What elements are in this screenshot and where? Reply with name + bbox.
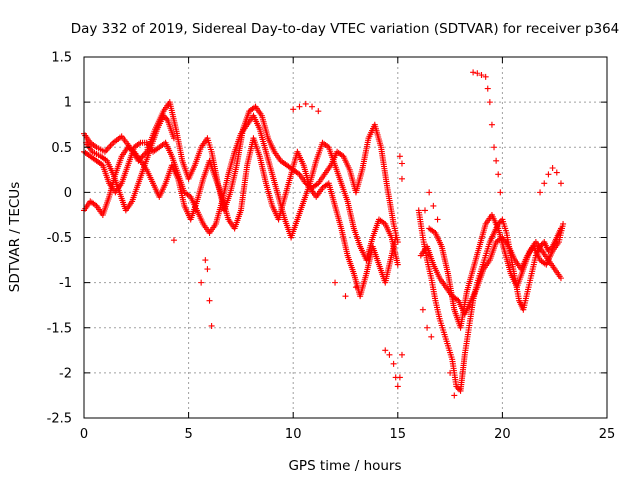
data-point bbox=[430, 202, 437, 209]
ticks-layer: 0 5 10 15 20 25 -2.5 -2 -1.5 -1 -0.5 0 0.5 1 1.5 bbox=[47, 51, 616, 443]
data-point bbox=[549, 165, 556, 172]
data-point bbox=[394, 383, 401, 390]
data-point bbox=[342, 293, 349, 300]
x-tick-label: 10 bbox=[285, 427, 302, 442]
data-point bbox=[296, 103, 303, 110]
data-point bbox=[447, 369, 454, 376]
data-point bbox=[204, 266, 211, 273]
data-point bbox=[424, 324, 431, 331]
data-point bbox=[491, 144, 498, 151]
data-point bbox=[419, 306, 426, 313]
x-tick-label: 20 bbox=[494, 427, 511, 442]
data-point bbox=[451, 392, 458, 399]
x-tick-label: 5 bbox=[184, 427, 192, 442]
y-tick-label: -0.5 bbox=[47, 231, 72, 246]
data-point bbox=[497, 189, 504, 196]
y-tick-label: 0 bbox=[64, 186, 72, 201]
data-point bbox=[398, 160, 405, 167]
data-point bbox=[426, 189, 433, 196]
data-point bbox=[309, 103, 316, 110]
data-point bbox=[386, 351, 393, 358]
data-point bbox=[315, 108, 322, 115]
data-point bbox=[170, 237, 177, 244]
chart-title: Day 332 of 2019, Sidereal Day-to-day VTE… bbox=[71, 21, 620, 37]
data-point bbox=[170, 135, 177, 142]
data-point bbox=[560, 220, 567, 227]
x-tick-label: 0 bbox=[80, 427, 88, 442]
data-point bbox=[428, 333, 435, 340]
data-point bbox=[484, 85, 491, 92]
y-tick-label: -2 bbox=[59, 366, 72, 381]
data-point bbox=[537, 189, 544, 196]
data-point bbox=[396, 374, 403, 381]
x-tick-label: 25 bbox=[599, 427, 616, 442]
data-point bbox=[290, 106, 297, 113]
data-point bbox=[396, 153, 403, 160]
data-point bbox=[392, 234, 399, 241]
data-point bbox=[478, 72, 485, 79]
data-point bbox=[474, 70, 481, 77]
data-point bbox=[434, 216, 441, 223]
y-tick-label: 1 bbox=[64, 96, 72, 111]
data-point bbox=[482, 73, 489, 80]
data-point bbox=[206, 297, 213, 304]
data-point bbox=[470, 69, 477, 76]
data-point bbox=[394, 261, 401, 268]
data-point bbox=[545, 171, 552, 178]
data-point bbox=[486, 99, 493, 106]
data-point bbox=[198, 279, 205, 286]
data-point bbox=[421, 207, 428, 214]
data-point bbox=[553, 169, 560, 176]
data-point bbox=[493, 157, 500, 164]
marks-layer bbox=[81, 69, 567, 399]
data-point bbox=[332, 279, 339, 286]
data-point bbox=[398, 351, 405, 358]
data-point bbox=[208, 322, 215, 329]
y-tick-label: 0.5 bbox=[51, 141, 72, 156]
y-tick-label: -1 bbox=[59, 276, 72, 291]
y-tick-label: -2.5 bbox=[47, 412, 72, 427]
data-point bbox=[495, 171, 502, 178]
data-point bbox=[488, 121, 495, 128]
data-point bbox=[541, 180, 548, 187]
x-axis-title: GPS time / hours bbox=[288, 458, 401, 474]
data-point bbox=[202, 257, 209, 264]
data-point bbox=[557, 275, 564, 282]
x-tick-label: 15 bbox=[390, 427, 407, 442]
data-point bbox=[557, 180, 564, 187]
data-point bbox=[398, 175, 405, 182]
y-axis-title: SDTVAR / TECUs bbox=[7, 182, 23, 292]
y-tick-label: 1.5 bbox=[51, 51, 72, 66]
data-point bbox=[352, 284, 359, 291]
data-point bbox=[302, 100, 309, 107]
data-point bbox=[382, 347, 389, 354]
y-tick-label: -1.5 bbox=[47, 321, 72, 336]
data-point bbox=[390, 360, 397, 367]
